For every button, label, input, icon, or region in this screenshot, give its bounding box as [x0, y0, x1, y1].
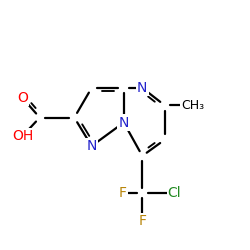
Text: F: F — [138, 214, 146, 228]
Text: N: N — [137, 81, 147, 95]
Text: OH: OH — [12, 129, 33, 143]
Text: F: F — [118, 186, 126, 200]
Text: Cl: Cl — [168, 186, 181, 200]
Text: N: N — [118, 116, 129, 130]
Text: N: N — [86, 139, 97, 153]
Text: O: O — [17, 91, 28, 105]
Text: CH₃: CH₃ — [182, 99, 204, 112]
